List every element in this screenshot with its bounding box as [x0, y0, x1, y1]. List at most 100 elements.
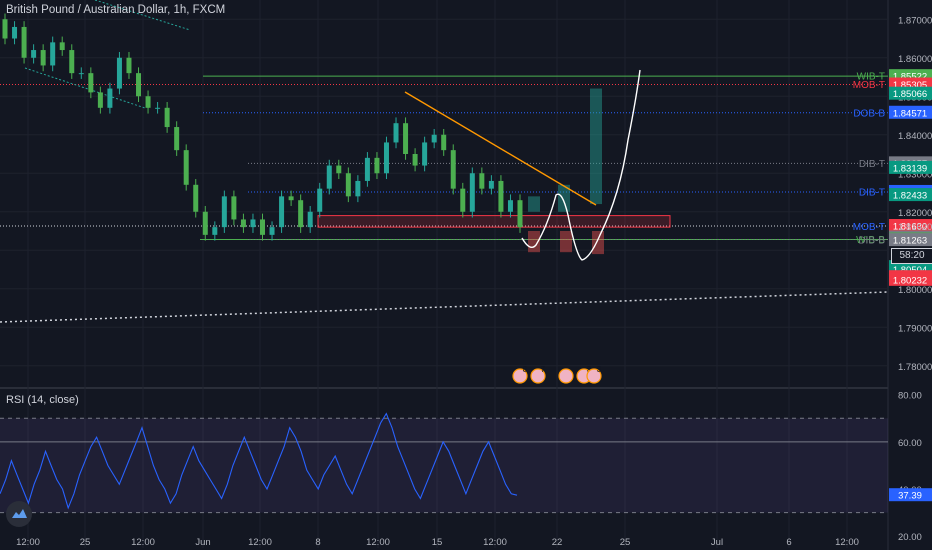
candle-body — [221, 196, 227, 228]
candle-body — [183, 150, 189, 185]
candle-body — [517, 200, 523, 228]
level-price-text: 1.84571 — [893, 108, 927, 119]
candle-body — [21, 26, 27, 58]
time-tick-label: 12:00 — [366, 537, 390, 548]
candle-body — [403, 123, 409, 154]
event-count: 8 — [523, 365, 528, 374]
candle-body — [336, 165, 342, 174]
event-badge-icon — [530, 368, 546, 384]
projection-bar — [560, 231, 572, 253]
rsi-line — [0, 412, 518, 510]
candle-body — [307, 211, 313, 228]
price-tick-label: 1.83000 — [898, 169, 932, 180]
level-price-text: 1.85066 — [893, 89, 927, 100]
candle-body — [136, 73, 142, 97]
time-tick-label: 12:00 — [16, 537, 40, 548]
candle-body — [269, 227, 275, 235]
candle-body — [12, 26, 18, 39]
level-label: DIB-B — [858, 236, 885, 247]
order-block-zone — [317, 215, 671, 228]
candle-body — [59, 42, 65, 51]
level-label: WIB-B — [856, 235, 885, 246]
time-tick-label: 8 — [315, 537, 320, 548]
projection-bar — [590, 88, 602, 205]
symbol-title: British Pound / Australian Dollar, 1h, F… — [6, 4, 226, 16]
event-badge-icon — [512, 368, 528, 384]
candle-body — [393, 123, 399, 143]
candle-body — [78, 73, 84, 75]
candle-body — [240, 219, 246, 228]
candle-body — [155, 107, 161, 109]
price-axis: 1.870001.860001.850001.840001.830001.820… — [16, 15, 932, 548]
rsi-value-tag — [889, 488, 932, 502]
candle-body — [507, 200, 513, 212]
candle-body — [202, 211, 208, 235]
time-tick-label: Jun — [195, 537, 210, 548]
candle-body — [450, 150, 456, 189]
projection-bar — [592, 231, 604, 255]
level-price-tag — [889, 188, 932, 202]
candle-body — [31, 50, 37, 58]
price-tick-label: 1.82000 — [898, 208, 932, 219]
candle-body — [469, 173, 475, 212]
trend-line-dotted — [0, 291, 889, 323]
candle-body — [460, 188, 466, 212]
price-tick-label: 1.87000 — [898, 15, 932, 26]
level-price-tag — [889, 160, 932, 174]
candle-body — [231, 196, 237, 220]
time-tick-label: 22 — [552, 537, 563, 548]
level-price-text: 1.83139 — [893, 163, 927, 174]
price-tick-label: 1.80000 — [898, 285, 932, 296]
rsi-tick-label: 20.00 — [898, 532, 922, 543]
level-price-tag — [889, 105, 932, 119]
time-tick-label: 12:00 — [483, 537, 507, 548]
candle-body — [40, 50, 46, 66]
candle-body — [345, 173, 351, 197]
candle-countdown: 58:20 — [891, 248, 932, 264]
candle-body — [212, 227, 218, 235]
candle-body — [422, 142, 428, 166]
level-label: MOB-T — [853, 80, 885, 91]
event-count: 7 — [541, 365, 546, 374]
channel-line — [24, 67, 146, 109]
tradingview-logo[interactable] — [6, 501, 32, 527]
candle-body — [374, 157, 380, 174]
candle-body — [193, 184, 199, 212]
level-price-text: 1.81263 — [893, 236, 927, 247]
level-label: MOB-T — [853, 222, 885, 233]
level-price-text: 1.81630 — [893, 221, 927, 232]
candle-body — [69, 50, 75, 74]
candle-body — [431, 134, 437, 143]
time-tick-label: 25 — [80, 537, 91, 548]
price-tick-label: 1.79000 — [898, 323, 932, 334]
candle-body — [441, 134, 447, 151]
time-tick-label: Jul — [711, 537, 723, 548]
candle-body — [479, 173, 485, 189]
rsi-title[interactable]: RSI (14, close) — [6, 394, 79, 406]
price-tick-label: 1.78000 — [898, 362, 932, 373]
candle-body — [145, 96, 151, 108]
projection-bar — [528, 196, 540, 212]
rsi-tick-label: 60.00 — [898, 438, 922, 449]
level-label: WIB-T — [857, 72, 885, 83]
price-tick-label: 1.86000 — [898, 54, 932, 65]
rsi-value-text: 37.39 — [898, 491, 922, 502]
candle-body — [250, 219, 256, 228]
projection-bar — [558, 184, 570, 212]
candle-body — [488, 180, 494, 189]
level-label: DOB-B — [853, 108, 885, 119]
projected-path — [521, 69, 641, 261]
level-price-tag — [889, 218, 932, 232]
price-tick-label: 1.84000 — [898, 131, 932, 142]
candle-body — [317, 188, 323, 212]
level-price-text: 1.80232 — [893, 275, 927, 286]
time-tick-label: 15 — [432, 537, 443, 548]
candle-body — [498, 180, 504, 212]
rsi-tick-label: 80.00 — [898, 391, 922, 402]
level-label: DIB-T — [859, 187, 885, 198]
candle-body — [50, 42, 56, 66]
candle-body — [97, 92, 103, 108]
level-price-tag — [889, 233, 932, 247]
